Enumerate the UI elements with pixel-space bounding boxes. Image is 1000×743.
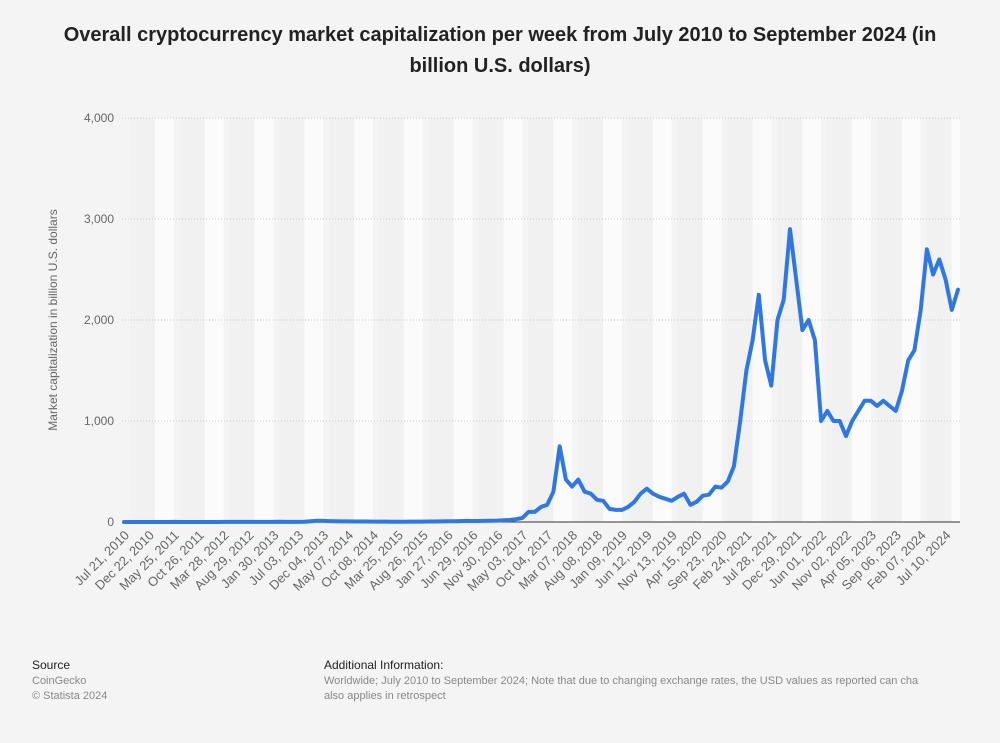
y-tick-label: 0 bbox=[107, 515, 114, 529]
y-tick-label: 3,000 bbox=[84, 212, 114, 226]
line bbox=[122, 227, 960, 524]
copyright: © Statista 2024 bbox=[32, 690, 108, 702]
band bbox=[204, 118, 224, 522]
band bbox=[876, 118, 902, 522]
band bbox=[453, 118, 473, 522]
chart: Market capitalization in billion U.S. do… bbox=[46, 111, 960, 594]
info-heading: Additional Information: bbox=[324, 658, 444, 672]
info-block: Additional Information: Worldwide; July … bbox=[324, 658, 1000, 704]
source: CoinGecko bbox=[32, 675, 87, 687]
info-line: Worldwide; July 2010 to September 2024; … bbox=[324, 675, 919, 687]
band bbox=[777, 118, 803, 522]
band bbox=[627, 118, 653, 522]
band bbox=[279, 118, 305, 522]
band bbox=[702, 118, 722, 522]
info-line: also applies in retrospect bbox=[324, 690, 446, 702]
band bbox=[130, 118, 155, 522]
source-block: Source CoinGecko © Statista 2024 bbox=[32, 658, 107, 704]
band bbox=[378, 118, 404, 522]
y-tick-label: 1,000 bbox=[84, 414, 114, 428]
chart-title: Overall cryptocurrency market capitaliza… bbox=[63, 24, 937, 77]
y-axis-title: Market capitalization in billion U.S. do… bbox=[46, 209, 60, 430]
y-tick-label: 2,000 bbox=[84, 313, 114, 327]
band bbox=[951, 118, 960, 522]
band bbox=[528, 118, 554, 522]
y-tick-label: 4,000 bbox=[84, 111, 114, 125]
source-heading: Source bbox=[32, 658, 71, 672]
